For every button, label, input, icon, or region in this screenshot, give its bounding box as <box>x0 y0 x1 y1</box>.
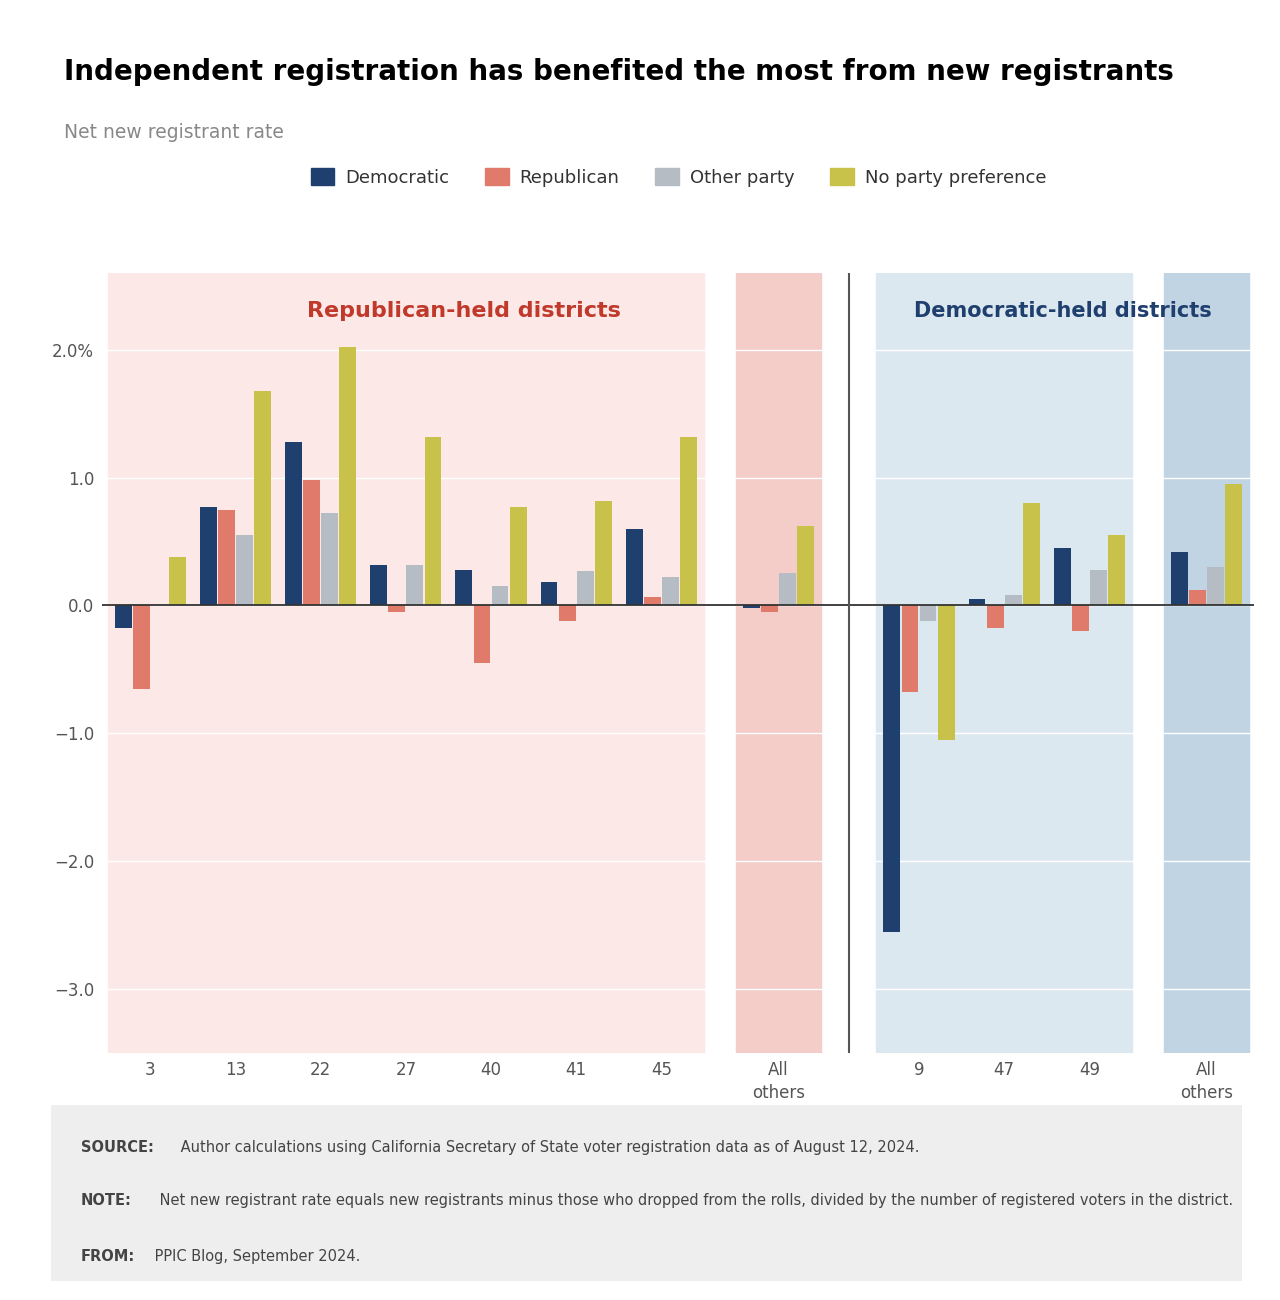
Bar <box>680 437 696 606</box>
Text: Competitive: Competitive <box>954 1126 1055 1143</box>
Bar <box>285 442 302 606</box>
Bar <box>626 529 643 606</box>
Bar <box>877 273 1132 1053</box>
Bar <box>1164 273 1249 1053</box>
Bar <box>919 606 937 621</box>
Bar <box>797 526 814 606</box>
Bar <box>1005 595 1021 606</box>
Bar <box>1207 567 1224 606</box>
Text: Net new registrant rate equals new registrants minus those who dropped from the : Net new registrant rate equals new regis… <box>155 1193 1233 1208</box>
Bar <box>200 507 216 606</box>
Bar <box>883 606 900 932</box>
Bar <box>425 437 442 606</box>
Bar <box>1171 551 1188 606</box>
Bar <box>736 273 820 1053</box>
Text: Democratic-held districts: Democratic-held districts <box>914 302 1212 321</box>
Text: PPIC Blog, September 2024.: PPIC Blog, September 2024. <box>150 1249 361 1264</box>
Text: FROM:: FROM: <box>81 1249 136 1264</box>
Bar <box>1053 547 1070 606</box>
Bar <box>559 606 576 621</box>
Bar <box>407 564 424 606</box>
Bar <box>108 273 704 1053</box>
Bar <box>540 582 558 606</box>
Bar <box>169 556 186 606</box>
FancyBboxPatch shape <box>27 1101 1266 1284</box>
Text: Competitive: Competitive <box>356 1126 457 1143</box>
Bar <box>969 599 986 606</box>
Bar <box>456 569 472 606</box>
Bar <box>595 500 612 606</box>
Bar <box>388 606 406 612</box>
Bar <box>133 606 150 689</box>
Bar <box>509 507 526 606</box>
Bar <box>218 510 234 606</box>
Bar <box>474 606 490 663</box>
Bar <box>321 514 338 606</box>
Bar <box>236 536 253 606</box>
Bar <box>1023 503 1039 606</box>
Bar <box>1091 569 1107 606</box>
Bar <box>901 606 918 693</box>
Bar <box>577 571 594 606</box>
Text: Author calculations using California Secretary of State voter registration data : Author calculations using California Sec… <box>177 1140 920 1156</box>
Bar <box>742 606 760 608</box>
Bar <box>1225 484 1242 606</box>
Bar <box>303 480 320 606</box>
Bar <box>780 573 796 606</box>
Bar <box>370 564 387 606</box>
Bar <box>762 606 778 612</box>
Bar <box>492 586 508 606</box>
Text: Net new registrant rate: Net new registrant rate <box>64 124 284 143</box>
Bar <box>938 606 955 740</box>
Legend: Democratic, Republican, Other party, No party preference: Democratic, Republican, Other party, No … <box>303 161 1053 194</box>
Text: SOURCE:: SOURCE: <box>81 1140 154 1156</box>
Bar <box>644 597 660 606</box>
Bar <box>1189 590 1206 606</box>
Bar <box>339 347 356 606</box>
Text: Republican-held districts: Republican-held districts <box>307 302 621 321</box>
Bar <box>1071 606 1089 630</box>
Bar <box>987 606 1004 628</box>
Text: Independent registration has benefited the most from new registrants: Independent registration has benefited t… <box>64 58 1174 87</box>
Bar <box>115 606 132 628</box>
Bar <box>662 577 678 606</box>
Bar <box>1108 536 1125 606</box>
Bar <box>255 390 271 606</box>
Text: NOTE:: NOTE: <box>81 1193 132 1208</box>
